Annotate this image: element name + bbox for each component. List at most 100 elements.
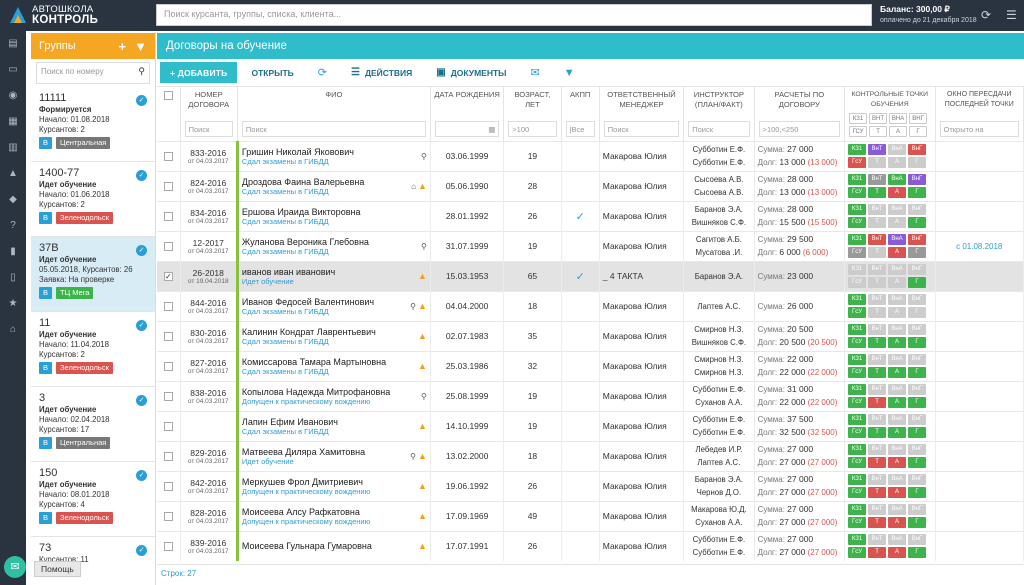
table-row[interactable]: 830-2016 от 04.03.2017 Калинин Кондрат Ла…	[157, 320, 1024, 351]
checkpoint-6[interactable]: А	[888, 277, 907, 288]
checkpoint-7[interactable]: Г	[908, 547, 927, 559]
refresh-list-icon[interactable]: ⟳	[317, 67, 327, 79]
checkpoint-3[interactable]: ВнГ	[908, 474, 927, 485]
col-payments[interactable]: Расчеты по договору >100,<250	[754, 87, 846, 141]
checkpoint-filter-1[interactable]: ВнТ	[869, 112, 888, 124]
checkpoint-4[interactable]: ГсУ	[848, 247, 867, 258]
checkpoint-6[interactable]: А	[888, 217, 907, 228]
student-name[interactable]: Ершова Ираида Викторовна	[241, 206, 361, 217]
table-row[interactable]: 12-2017 от 04.03.2017 Жуланова Вероника Г…	[157, 230, 1024, 261]
checkpoint-filter-6[interactable]: А	[889, 125, 908, 137]
checkpoint-4[interactable]: ГсУ	[848, 397, 867, 408]
checkpoint-1[interactable]: ВнТ	[868, 174, 887, 185]
checkpoint-7[interactable]: Г	[908, 187, 927, 198]
checkpoint-filter-7[interactable]: Г	[909, 125, 928, 137]
checkpoint-1[interactable]: ВнТ	[868, 294, 887, 305]
checkpoint-0[interactable]: КЗ1	[848, 204, 867, 215]
col-retake[interactable]: Окно пересдачи последней точки Открыто на	[935, 87, 1024, 141]
group-item[interactable]: 11 ✓ Идет обучение Начало: 11.04.2018 Ку…	[31, 312, 155, 387]
student-name[interactable]: иванов иван иванович	[241, 266, 336, 277]
checkpoint-0[interactable]: КЗ1	[848, 474, 867, 485]
group-item[interactable]: 1400-77 ✓ Идет обучение Начало: 01.06.20…	[31, 162, 155, 237]
checkpoint-4[interactable]: ГсУ	[848, 337, 867, 348]
row-checkbox[interactable]	[163, 362, 173, 372]
checkpoint-filter-0[interactable]: КЗ1	[849, 112, 868, 124]
table-row[interactable]: 838-2016 от 04.03.2017 Копылова Надежда М…	[157, 380, 1024, 411]
checkpoint-3[interactable]: ВнГ	[908, 444, 927, 455]
checkpoint-5[interactable]: Т	[868, 277, 887, 288]
checkpoint-5[interactable]: Т	[868, 517, 887, 528]
checkpoint-4[interactable]: ГсУ	[848, 457, 867, 468]
document-icon[interactable]: ▯	[10, 272, 16, 283]
checkpoint-1[interactable]: ВнТ	[868, 264, 887, 275]
row-checkbox[interactable]	[163, 422, 173, 432]
filter-icon[interactable]: ▼	[563, 66, 575, 79]
checkpoint-0[interactable]: КЗ1	[848, 444, 867, 455]
checkpoint-2[interactable]: ВнА	[888, 294, 907, 305]
checkpoint-0[interactable]: КЗ1	[848, 264, 867, 275]
checkpoint-2[interactable]: ВнА	[888, 324, 907, 335]
checkpoint-0[interactable]: КЗ1	[848, 534, 867, 546]
graduation-icon[interactable]: ▲	[8, 168, 18, 179]
checkpoint-4[interactable]: ГсУ	[848, 277, 867, 288]
row-checkbox[interactable]	[163, 212, 173, 222]
help-chat-icon[interactable]: ✉	[4, 556, 26, 578]
checkpoint-3[interactable]: ВнГ	[908, 504, 927, 515]
checkpoint-7[interactable]: Г	[908, 517, 927, 528]
checkpoint-7[interactable]: Г	[908, 397, 927, 408]
checkpoint-0[interactable]: КЗ1	[848, 144, 867, 155]
checkpoint-3[interactable]: ВнГ	[908, 534, 927, 546]
row-checkbox[interactable]: ✓	[163, 272, 173, 282]
table-row[interactable]: 842-2016 от 04.03.2017 Меркушев Фрол Дмит…	[157, 470, 1024, 501]
checkpoint-5[interactable]: Т	[868, 427, 887, 438]
student-name[interactable]: Матвеева Диляра Хамитовна	[241, 446, 366, 457]
checkpoint-filter-4[interactable]: ГсУ	[849, 125, 868, 137]
checkpoint-1[interactable]: ВнТ	[868, 234, 887, 245]
select-all-header[interactable]	[157, 87, 181, 141]
col-manager[interactable]: Ответственный менеджер Поиск	[599, 87, 685, 141]
checkpoint-3[interactable]: ВнГ	[908, 204, 927, 215]
student-name[interactable]: Меркушев Фрол Дмитриевич	[241, 476, 363, 487]
checkpoint-7[interactable]: Г	[908, 247, 927, 258]
checkpoint-1[interactable]: ВнТ	[868, 324, 887, 335]
checkpoint-6[interactable]: А	[888, 307, 907, 318]
row-checkbox[interactable]	[163, 482, 173, 492]
actions-button[interactable]: ☰ ДЕЙСТВИЯ	[350, 67, 413, 78]
checkpoint-6[interactable]: А	[888, 547, 907, 559]
comments-icon[interactable]: ✉	[530, 67, 540, 79]
row-checkbox[interactable]	[163, 302, 173, 312]
filter-groups-icon[interactable]: ▼	[134, 38, 147, 54]
checkpoint-1[interactable]: ВнТ	[868, 204, 887, 215]
checkpoint-4[interactable]: ГсУ	[848, 217, 867, 228]
checkpoint-0[interactable]: КЗ1	[848, 294, 867, 305]
checkpoint-0[interactable]: КЗ1	[848, 174, 867, 185]
filter-akpp-select[interactable]: |Все	[565, 120, 595, 137]
table-row[interactable]: 829-2016 от 04.03.2017 Матвеева Диляра Ха…	[157, 440, 1024, 471]
group-item[interactable]: 37В ✓ Идет обучение 05.05.2018, Курсанто…	[31, 237, 155, 312]
checkpoint-6[interactable]: А	[888, 157, 907, 168]
checkpoint-4[interactable]: ГсУ	[848, 487, 867, 498]
question-icon[interactable]: ?	[10, 220, 16, 231]
checkpoint-2[interactable]: ВнА	[888, 504, 907, 515]
menu-icon[interactable]: ☰	[1006, 8, 1017, 22]
checkpoint-5[interactable]: Т	[868, 307, 887, 318]
checkpoint-6[interactable]: А	[888, 427, 907, 438]
checkpoint-0[interactable]: КЗ1	[848, 234, 867, 245]
checkpoint-5[interactable]: Т	[868, 487, 887, 498]
filter-retake-input[interactable]: Открыто на	[939, 120, 1019, 137]
table-row[interactable]: Лапин Ефим Иванович Сдал экзамены в ГИБДД…	[157, 410, 1024, 441]
checkpoint-7[interactable]: Г	[908, 337, 927, 348]
checkpoint-6[interactable]: А	[888, 517, 907, 528]
checkpoint-2[interactable]: ВнА	[888, 204, 907, 215]
checkpoint-1[interactable]: ВнТ	[868, 444, 887, 455]
checkpoint-filter-2[interactable]: ВнА	[889, 112, 908, 124]
row-checkbox[interactable]	[163, 392, 173, 402]
row-checkbox[interactable]	[163, 182, 173, 192]
table-row[interactable]: ✓ 26-2018 от 19.04.2018 иванов иван ивано…	[157, 260, 1024, 291]
filter-age-input[interactable]: >100	[508, 120, 557, 137]
group-item[interactable]: 150 ✓ Идет обучение Начало: 08.01.2018 К…	[31, 462, 155, 537]
checkpoint-1[interactable]: ВнТ	[868, 534, 887, 546]
checkpoint-5[interactable]: Т	[868, 547, 887, 559]
filter-fio-input[interactable]: Поиск	[241, 120, 426, 137]
checkpoint-filter-5[interactable]: Т	[869, 125, 888, 137]
